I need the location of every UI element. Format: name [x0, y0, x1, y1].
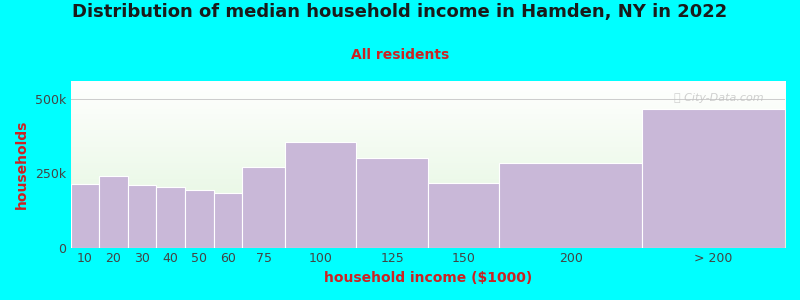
Text: Distribution of median household income in Hamden, NY in 2022: Distribution of median household income …: [72, 3, 728, 21]
Y-axis label: households: households: [15, 120, 29, 209]
Bar: [214, 193, 242, 248]
Bar: [642, 109, 785, 248]
Bar: [70, 184, 99, 248]
Bar: [285, 142, 357, 248]
Bar: [357, 158, 428, 248]
Text: All residents: All residents: [351, 48, 449, 62]
Bar: [99, 176, 128, 248]
Bar: [242, 167, 285, 247]
Bar: [128, 185, 156, 248]
Text: Ⓢ City-Data.com: Ⓢ City-Data.com: [674, 93, 763, 103]
Bar: [499, 163, 642, 248]
Bar: [156, 187, 185, 247]
Bar: [185, 190, 214, 247]
Bar: [428, 183, 499, 248]
X-axis label: household income ($1000): household income ($1000): [324, 271, 532, 285]
